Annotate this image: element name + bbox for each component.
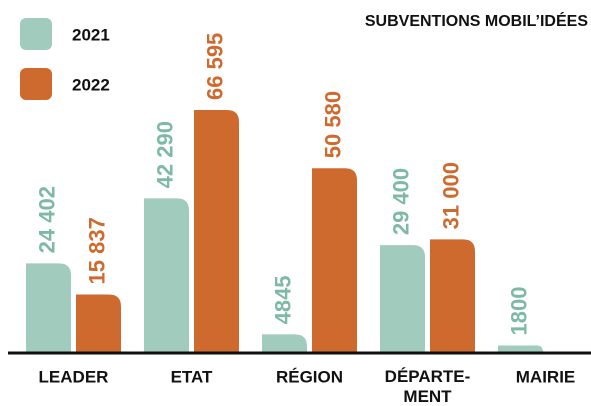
value-label: 29 400 [388,168,413,235]
bar [262,334,307,352]
value-label: 31 000 [438,162,463,229]
bar [194,110,239,352]
legend-label: 2022 [72,75,110,94]
chart-title: SUBVENTIONS MOBIL’IDÉES [365,11,588,30]
x-tick-label: MAIRIE [516,367,576,386]
x-tick-label: ETAT [171,367,213,386]
legend-swatch [20,68,52,100]
value-label: 50 580 [320,91,345,158]
value-label: 24 402 [34,186,59,253]
value-label: 42 290 [152,121,177,188]
value-label: 4845 [270,275,295,324]
x-tick-label: RÉGION [276,367,343,386]
x-tick-label-line: DÉPARTE- [385,367,471,386]
bar [144,198,189,352]
bar [76,294,121,352]
bar [498,345,543,352]
value-label: 15 837 [84,217,109,284]
x-tick-label: DÉPARTE-MENT [385,367,471,406]
x-tick-label: LEADER [39,367,109,386]
bar [380,245,425,352]
value-label: 66 595 [202,33,227,100]
bar [312,168,357,352]
x-tick-label-line: MENT [403,387,452,406]
legend-label: 2021 [72,25,110,44]
bar [26,263,71,352]
bar [430,239,475,352]
value-label: 1800 [506,287,531,336]
legend-swatch [20,18,52,50]
